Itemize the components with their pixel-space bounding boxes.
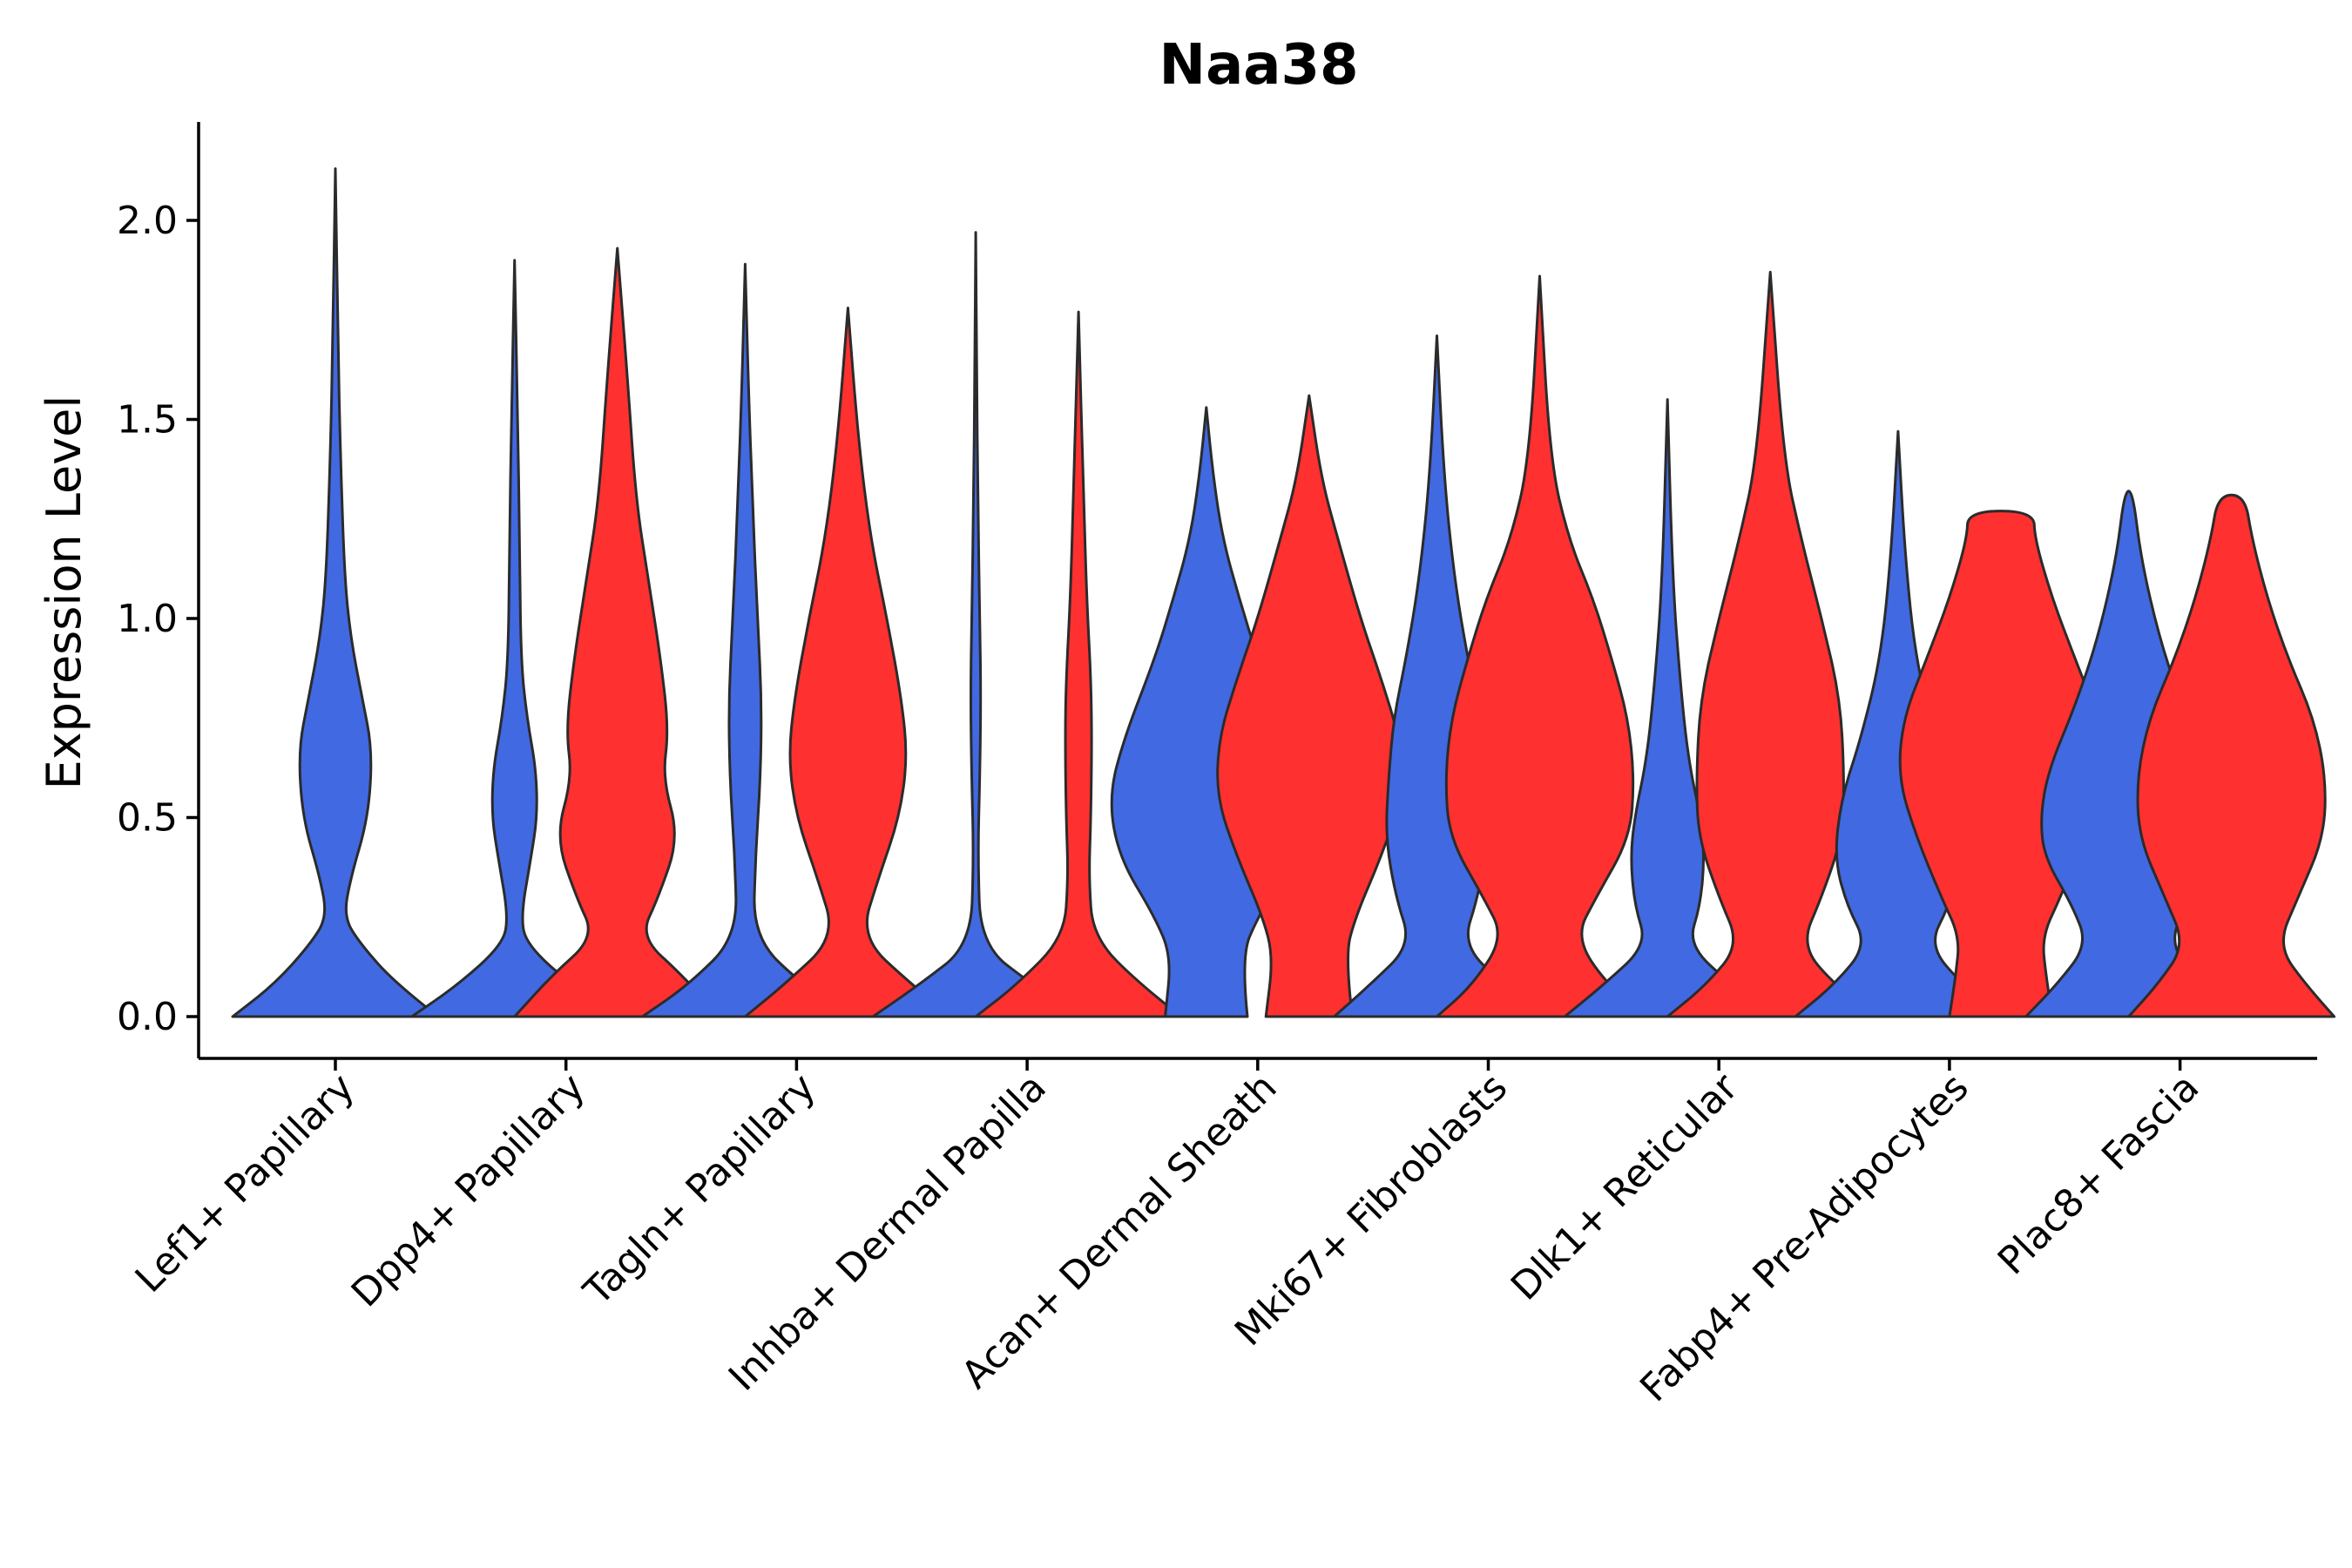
violin-6-group-1 bbox=[1563, 398, 1772, 1018]
violin-1-group-1 bbox=[410, 259, 619, 1018]
x-tick-label: Tagln+ Papillary bbox=[575, 1065, 824, 1315]
violin-3-group-2 bbox=[974, 310, 1183, 1018]
violin-2-group-2 bbox=[743, 307, 952, 1018]
violin-8-group-2 bbox=[2127, 493, 2336, 1018]
violin-5-group-2 bbox=[1436, 274, 1644, 1018]
x-tick-label: Dpp4+ Papillary bbox=[343, 1065, 594, 1316]
y-tick-label: 2.0 bbox=[117, 199, 178, 243]
x-tick-label: Dlk1+ Reticular bbox=[1503, 1064, 1747, 1309]
y-axis: 0.0 0.5 1.0 1.5 2.0 bbox=[117, 122, 200, 1058]
y-axis-label: Expression Level bbox=[37, 395, 91, 790]
violin-1-group-2 bbox=[513, 247, 722, 1018]
y-tick-label: 0.5 bbox=[117, 796, 178, 841]
y-tick-label: 1.5 bbox=[117, 398, 178, 443]
violin-0-group-1 bbox=[231, 167, 440, 1018]
chart-title: Naa38 bbox=[1159, 33, 1359, 98]
violin-3-group-1 bbox=[871, 231, 1080, 1018]
y-tick-label: 0.0 bbox=[117, 995, 178, 1039]
x-tick-label: Plac8+ Fascia bbox=[1990, 1065, 2208, 1284]
y-tick-label: 1.0 bbox=[117, 597, 178, 641]
x-tick-label: Lef1+ Papillary bbox=[127, 1065, 363, 1301]
violin-group bbox=[231, 167, 2336, 1018]
violin-2-group-1 bbox=[640, 262, 849, 1018]
